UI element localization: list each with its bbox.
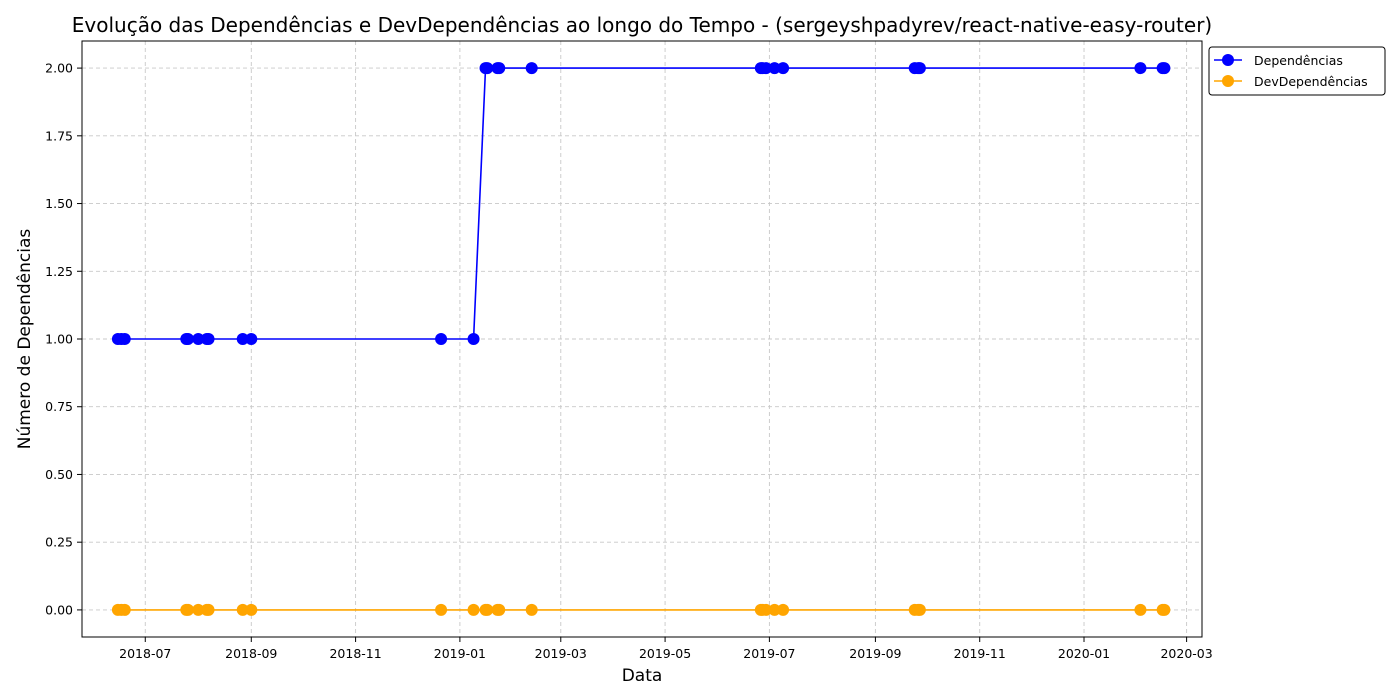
series-1	[111, 603, 1171, 616]
data-point	[192, 603, 205, 616]
data-point	[1158, 62, 1171, 75]
data-point	[759, 62, 772, 75]
legend-marker-devdependencias	[1222, 75, 1234, 87]
data-point	[1134, 603, 1147, 616]
legend: Dependências DevDependências	[1208, 46, 1386, 96]
series-0	[111, 62, 1171, 345]
data-point	[236, 603, 249, 616]
legend-label-dependencias: Dependências	[1254, 53, 1343, 68]
data-point	[435, 603, 448, 616]
x-tick-label: 2019-09	[849, 646, 901, 661]
data-point	[467, 603, 480, 616]
y-tick-label: 2.00	[45, 61, 73, 76]
chart-title: Evolução das Dependências e DevDependênc…	[72, 13, 1212, 37]
data-point	[759, 603, 772, 616]
y-axis-label: Número de Dependências	[15, 229, 35, 450]
data-point	[481, 603, 494, 616]
legend-label-devdependencias: DevDependências	[1254, 74, 1368, 89]
data-point	[493, 62, 506, 75]
data-point	[245, 333, 258, 345]
data-point	[768, 62, 781, 75]
data-point	[245, 603, 258, 616]
legend-marker-dependencias	[1222, 54, 1234, 66]
x-tick-label: 2019-05	[639, 646, 691, 661]
x-tick-label: 2019-11	[954, 646, 1006, 661]
y-tick-label: 1.50	[45, 196, 73, 211]
x-tick-label: 2019-03	[535, 646, 587, 661]
y-tick-label: 1.00	[45, 332, 73, 347]
data-point	[777, 603, 790, 616]
data-point	[467, 333, 480, 345]
data-point	[192, 333, 205, 345]
y-tick-label: 1.75	[45, 128, 73, 143]
data-point	[202, 603, 215, 616]
y-tick-label: 0.25	[45, 535, 73, 550]
x-tick-label: 2018-11	[329, 646, 381, 661]
data-point	[182, 333, 195, 345]
x-axis-label: Data	[622, 666, 663, 686]
data-point	[236, 333, 249, 345]
x-tick-label: 2018-09	[225, 646, 277, 661]
y-tick-label: 0.00	[45, 602, 73, 617]
y-tick-label: 1.25	[45, 264, 73, 279]
data-point	[493, 603, 506, 616]
data-point	[202, 333, 215, 345]
legend-box	[1208, 46, 1386, 96]
data-point	[435, 333, 448, 345]
data-point	[481, 62, 494, 75]
series-layer	[111, 62, 1171, 616]
x-tick-label: 2019-01	[434, 646, 486, 661]
data-point	[525, 62, 538, 75]
data-point	[913, 603, 926, 616]
y-tick-label: 0.50	[45, 467, 73, 482]
data-point	[182, 603, 195, 616]
data-point	[768, 603, 781, 616]
data-point	[913, 62, 926, 75]
axis-ticks: 2018-07 2018-09 2018-11 2019-01 2019-03 2019-…	[45, 61, 1213, 661]
data-point	[777, 62, 790, 75]
x-tick-label: 2020-03	[1160, 646, 1212, 661]
y-tick-label: 0.75	[45, 399, 73, 414]
data-point	[1158, 603, 1171, 616]
x-tick-label: 2019-07	[743, 646, 795, 661]
data-point	[118, 333, 131, 345]
data-point	[118, 603, 131, 616]
x-tick-label: 2020-01	[1058, 646, 1110, 661]
x-tick-label: 2018-07	[119, 646, 171, 661]
data-point	[1134, 62, 1147, 75]
data-point	[525, 603, 538, 616]
